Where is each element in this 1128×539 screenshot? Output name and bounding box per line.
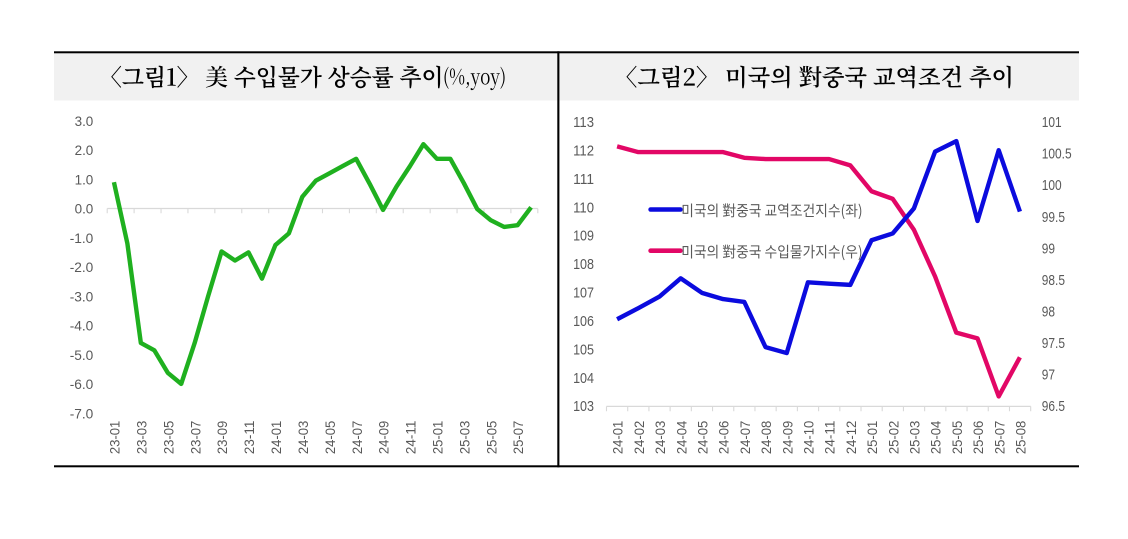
svg-text:106: 106 <box>573 314 594 330</box>
svg-text:24-05: 24-05 <box>323 421 338 454</box>
svg-text:24-07: 24-07 <box>738 421 753 454</box>
svg-text:23-09: 23-09 <box>215 421 230 454</box>
svg-text:-4.0: -4.0 <box>70 319 94 335</box>
svg-text:24-02: 24-02 <box>632 421 647 454</box>
svg-text:25-05: 25-05 <box>950 421 965 454</box>
svg-text:24-09: 24-09 <box>377 421 392 454</box>
svg-text:23-07: 23-07 <box>188 421 203 454</box>
svg-text:25-03: 25-03 <box>908 421 923 454</box>
svg-text:1.0: 1.0 <box>75 172 94 188</box>
svg-text:25-06: 25-06 <box>971 421 986 454</box>
svg-text:24-11: 24-11 <box>404 421 419 454</box>
svg-text:24-03: 24-03 <box>653 421 668 454</box>
svg-text:24-09: 24-09 <box>780 421 795 454</box>
svg-text:-5.0: -5.0 <box>70 348 94 364</box>
svg-text:25-04: 25-04 <box>929 420 944 454</box>
svg-text:109: 109 <box>573 229 594 245</box>
svg-text:107: 107 <box>573 286 594 302</box>
svg-text:110: 110 <box>573 200 594 216</box>
svg-text:25-08: 25-08 <box>1014 421 1029 454</box>
svg-text:104: 104 <box>573 371 594 387</box>
svg-text:24-05: 24-05 <box>696 421 711 454</box>
svg-text:24-04: 24-04 <box>674 420 689 454</box>
svg-text:0.0: 0.0 <box>75 202 94 218</box>
svg-text:101: 101 <box>1042 115 1062 131</box>
svg-text:24-12: 24-12 <box>844 421 859 454</box>
svg-text:25-01: 25-01 <box>865 421 880 454</box>
svg-text:24-01: 24-01 <box>611 421 626 454</box>
svg-text:99: 99 <box>1042 241 1055 257</box>
svg-text:100.5: 100.5 <box>1042 147 1072 163</box>
svg-text:103: 103 <box>573 399 594 415</box>
svg-text:105: 105 <box>573 342 594 358</box>
svg-text:97.5: 97.5 <box>1042 336 1065 352</box>
svg-text:25-05: 25-05 <box>484 421 499 454</box>
svg-text:23-05: 23-05 <box>161 421 176 454</box>
svg-text:108: 108 <box>573 257 594 273</box>
svg-text:3.0: 3.0 <box>75 114 94 130</box>
svg-text:23-11: 23-11 <box>242 421 257 454</box>
svg-text:112: 112 <box>573 144 594 160</box>
svg-text:-6.0: -6.0 <box>70 377 94 393</box>
svg-text:111: 111 <box>573 172 594 188</box>
svg-text:24-08: 24-08 <box>759 421 774 454</box>
svg-text:24-06: 24-06 <box>717 421 732 454</box>
svg-text:-7.0: -7.0 <box>70 406 94 422</box>
svg-text:-2.0: -2.0 <box>70 260 94 276</box>
svg-text:24-07: 24-07 <box>350 421 365 454</box>
svg-text:23-03: 23-03 <box>134 421 149 454</box>
svg-text:24-10: 24-10 <box>802 421 817 454</box>
svg-text:100: 100 <box>1042 178 1062 194</box>
svg-text:98: 98 <box>1042 305 1055 321</box>
svg-text:97: 97 <box>1042 368 1055 384</box>
svg-text:99.5: 99.5 <box>1042 210 1065 226</box>
svg-text:24-03: 24-03 <box>296 421 311 454</box>
svg-text:25-02: 25-02 <box>886 421 901 454</box>
svg-text:24-11: 24-11 <box>823 421 838 454</box>
svg-text:25-03: 25-03 <box>457 421 472 454</box>
svg-text:2.0: 2.0 <box>75 143 94 159</box>
svg-text:25-07: 25-07 <box>511 421 526 454</box>
svg-text:98.5: 98.5 <box>1042 273 1065 289</box>
svg-text:23-01: 23-01 <box>108 421 123 454</box>
svg-text:96.5: 96.5 <box>1042 399 1065 415</box>
svg-text:25-07: 25-07 <box>992 421 1007 454</box>
svg-text:-1.0: -1.0 <box>70 231 94 247</box>
svg-text:-3.0: -3.0 <box>70 289 94 305</box>
svg-text:25-01: 25-01 <box>430 421 445 454</box>
svg-text:24-01: 24-01 <box>269 421 284 454</box>
svg-text:113: 113 <box>573 115 594 131</box>
